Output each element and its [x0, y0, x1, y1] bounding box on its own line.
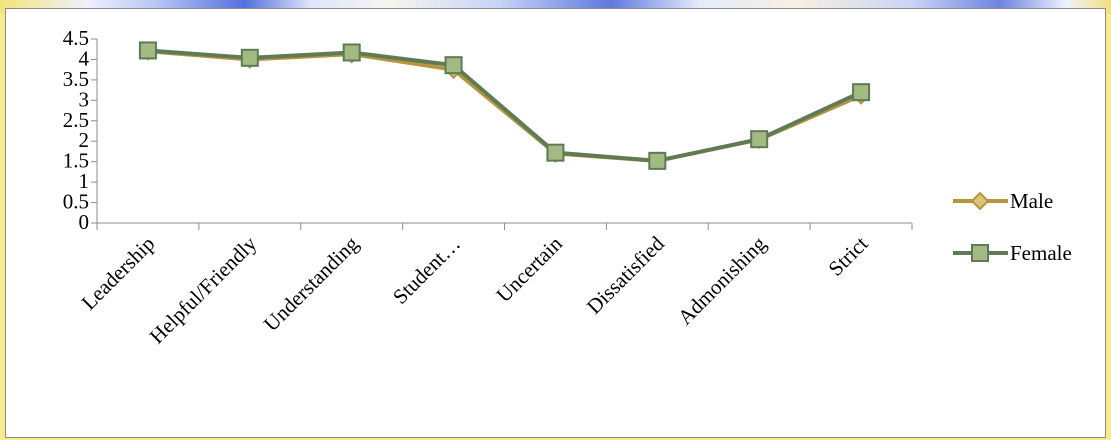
x-category-label: Understanding — [259, 231, 364, 336]
data-point-marker — [444, 56, 463, 75]
data-point-marker — [240, 48, 259, 67]
y-tick-label: 2 — [79, 128, 90, 152]
line-chart: 00.511.522.533.544.5 LeadershipHelpful/F… — [63, 26, 1072, 348]
x-category-label: Uncertain — [491, 231, 567, 307]
y-tick-label: 4 — [79, 46, 90, 70]
legend-marker — [971, 244, 989, 262]
legend-item-female: Female — [953, 241, 1072, 265]
legend: Male Female — [953, 189, 1072, 265]
data-point-marker — [546, 143, 565, 162]
series-line — [147, 48, 862, 163]
data-point-marker — [852, 83, 871, 102]
x-category-label: Student… — [388, 232, 465, 309]
y-tick-label: 2.5 — [63, 108, 89, 132]
data-point-marker — [138, 41, 157, 60]
x-category-label: Strict — [823, 231, 872, 280]
chart-panel: 0 0.5 1 1.5 2 2.5 3 3.5 4 4.5 Leadership Helpful/F… — [5, 8, 1106, 438]
y-axis: 00.511.522.533.544.5 — [63, 26, 98, 234]
plot-area — [138, 41, 871, 171]
y-tick-label: 3 — [79, 87, 90, 111]
x-category-label: Dissatisfied — [582, 231, 669, 318]
series-female — [138, 41, 871, 170]
y-tick-label: 3.5 — [63, 67, 89, 91]
x-category-label: Helpful/Friendly — [145, 231, 262, 348]
legend-marker — [970, 191, 990, 211]
y-tick-label: 1.5 — [63, 149, 89, 173]
data-point-marker — [342, 43, 361, 62]
data-point-marker — [750, 130, 769, 149]
y-tick-label: 1 — [79, 169, 90, 193]
x-category-label: Leadership — [77, 232, 160, 315]
legend-item-male: Male — [953, 189, 1053, 213]
legend-label: Female — [1010, 241, 1072, 265]
x-category-label: Admonishing — [673, 231, 771, 329]
y-tick-label: 4.5 — [63, 26, 89, 50]
legend-label: Male — [1010, 189, 1053, 213]
y-tick-label: 0 — [79, 210, 90, 234]
data-point-marker — [648, 151, 667, 170]
y-tick-label: 0.5 — [63, 190, 89, 214]
